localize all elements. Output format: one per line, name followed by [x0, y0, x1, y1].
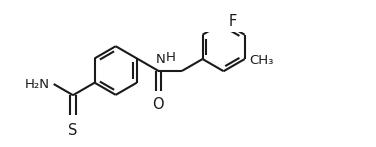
Text: H₂N: H₂N — [25, 77, 50, 91]
Text: N: N — [156, 53, 165, 66]
Text: H: H — [165, 51, 175, 64]
Text: F: F — [228, 14, 237, 29]
Text: CH₃: CH₃ — [249, 54, 274, 67]
Text: S: S — [68, 123, 78, 138]
Text: O: O — [153, 96, 164, 112]
